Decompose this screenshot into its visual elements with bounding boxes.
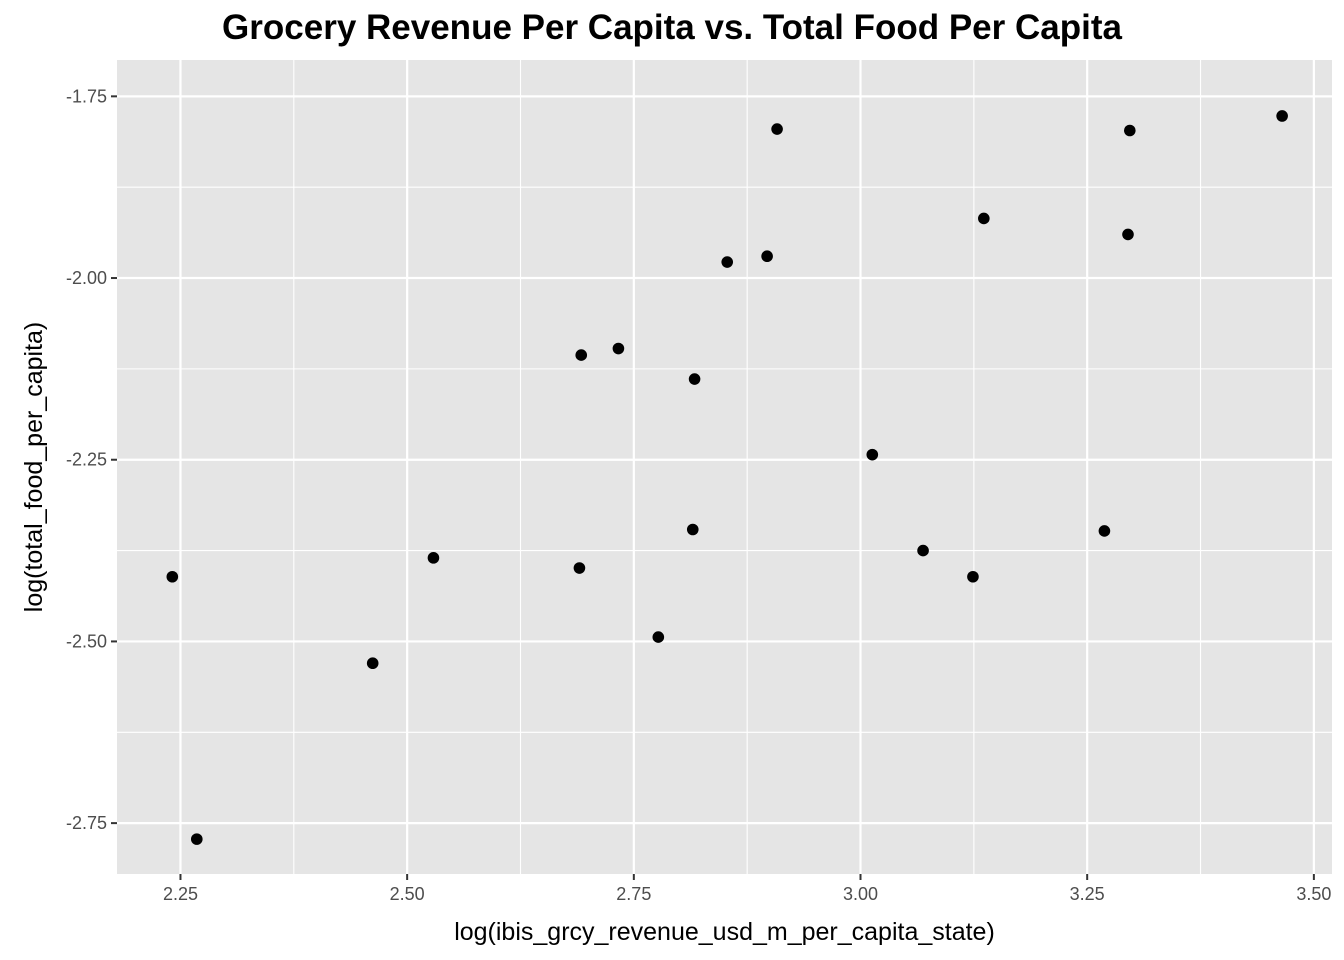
- minor-gridlines: [117, 60, 1332, 874]
- x-tick-label: 3.50: [1296, 884, 1331, 904]
- data-point: [190, 833, 203, 845]
- y-tick-label: -2.25: [66, 450, 107, 470]
- major-gridlines: [117, 60, 1332, 874]
- data-point: [166, 570, 179, 583]
- data-point: [917, 544, 929, 557]
- data-point: [366, 657, 379, 670]
- data-point: [686, 523, 699, 536]
- y-tick-label: -2.50: [66, 631, 107, 651]
- data-point: [575, 349, 588, 361]
- x-axis: 2.25 2.50 2.75 3.00 3.25 3.50: [163, 874, 1331, 904]
- x-tick-label: 2.25: [163, 884, 198, 904]
- chart-title: Grocery Revenue Per Capita vs. Total Foo…: [222, 8, 1122, 47]
- y-tick-label: -2.00: [66, 268, 107, 288]
- x-tick-label: 3.25: [1070, 884, 1105, 904]
- data-point: [771, 123, 783, 135]
- data-points: [166, 110, 1288, 845]
- data-point: [612, 342, 625, 355]
- data-point: [866, 448, 879, 461]
- data-point: [978, 212, 990, 225]
- data-point: [688, 373, 701, 385]
- x-tick-label: 3.00: [843, 884, 878, 904]
- x-tick-label: 2.50: [390, 884, 425, 904]
- x-tick-label: 2.75: [616, 884, 651, 904]
- data-point: [761, 250, 773, 263]
- data-point: [1098, 525, 1111, 537]
- data-point: [573, 562, 586, 574]
- data-point: [1122, 228, 1134, 241]
- data-point: [1276, 110, 1288, 122]
- y-axis-title: log(total_food_per_capita): [20, 322, 48, 612]
- y-tick-label: -2.75: [66, 813, 107, 833]
- data-point: [652, 631, 665, 643]
- data-point: [967, 570, 979, 583]
- data-point: [721, 256, 734, 268]
- x-axis-title: log(ibis_grcy_revenue_usd_m_per_capita_s…: [454, 918, 995, 946]
- y-axis: -1.75 -2.00 -2.25 -2.50 -2.75: [66, 86, 117, 833]
- data-point: [427, 552, 440, 564]
- plot-panel: [117, 60, 1332, 874]
- y-tick-label: -1.75: [66, 86, 107, 106]
- data-point: [1124, 124, 1136, 137]
